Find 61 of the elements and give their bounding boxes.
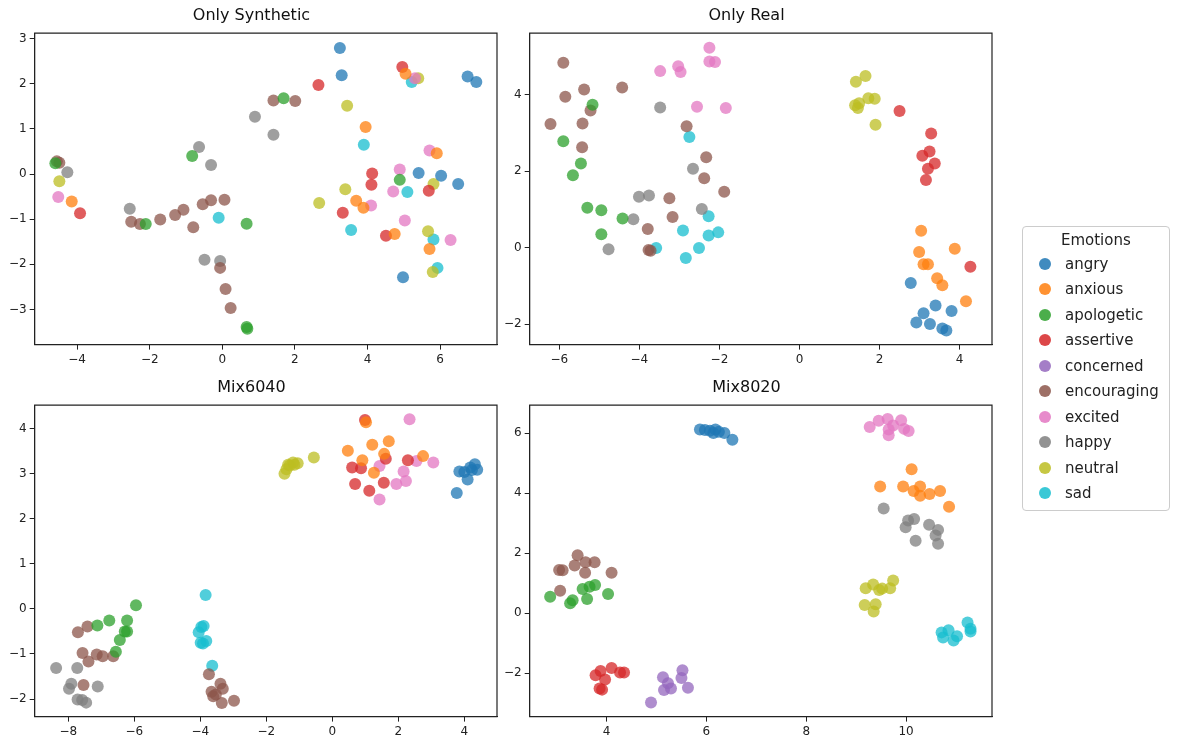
legend-label: excited <box>1065 407 1120 426</box>
legend-label: concerned <box>1065 356 1144 375</box>
x-tick-label: −6 <box>550 351 569 366</box>
y-tick-label: 4 <box>19 420 27 435</box>
y-tick-label: 3 <box>19 30 27 45</box>
legend-label: neutral <box>1065 458 1119 477</box>
y-tick-label: 1 <box>19 121 27 135</box>
y-tick-label: 6 <box>514 425 522 440</box>
y-tick-label: 1 <box>19 555 27 570</box>
y-tick-label: 0 <box>514 605 522 620</box>
chart-title: Mix6040 <box>217 376 286 396</box>
y-tick-label: 4 <box>514 86 522 101</box>
y-tick-label: 2 <box>19 75 27 90</box>
x-tick-label: 6 <box>702 723 711 738</box>
legend-label: sad <box>1065 484 1092 503</box>
x-tick-label: 0 <box>328 723 337 738</box>
y-tick-label: 2 <box>19 510 27 525</box>
x-tick-label: −2 <box>257 723 276 738</box>
x-tick-label: 4 <box>363 351 372 366</box>
y-tick-label: −2 <box>8 256 27 271</box>
legend-label: apologetic <box>1065 305 1144 324</box>
x-tick-label: −4 <box>191 723 210 738</box>
legend-label: encouraging <box>1065 382 1159 401</box>
x-tick-label: 2 <box>394 723 403 738</box>
x-tick-label: −8 <box>59 723 78 738</box>
y-tick-label: −1 <box>8 646 27 661</box>
chart-title: Only Real <box>708 4 785 24</box>
legend-label: anxious <box>1065 280 1124 299</box>
y-tick-label: −2 <box>8 691 27 706</box>
y-tick-label: −3 <box>8 301 27 316</box>
x-tick-label: 6 <box>436 351 444 366</box>
y-tick-label: 2 <box>514 163 522 178</box>
y-tick-label: 4 <box>514 485 522 500</box>
x-tick-label: −2 <box>710 351 729 366</box>
chart-title: Only Synthetic <box>192 4 311 24</box>
y-tick-label: 0 <box>19 601 27 616</box>
chart-title: Mix8020 <box>712 376 781 396</box>
x-tick-label: 10 <box>898 723 914 738</box>
x-tick-label: 4 <box>602 723 611 738</box>
legend-label: angry <box>1065 254 1109 273</box>
y-tick-label: −2 <box>503 665 522 680</box>
x-tick-label: −6 <box>125 723 144 738</box>
x-tick-label: 8 <box>802 723 811 738</box>
x-tick-label: 4 <box>955 351 964 366</box>
y-tick-label: −1 <box>8 211 27 226</box>
y-tick-label: 0 <box>514 239 522 254</box>
x-tick-label: 2 <box>291 351 299 366</box>
legend-label: happy <box>1065 433 1112 452</box>
x-tick-label: −2 <box>140 351 159 366</box>
y-tick-label: −2 <box>503 316 522 331</box>
x-tick-label: 0 <box>218 351 227 366</box>
x-tick-label: −4 <box>630 351 649 366</box>
x-tick-label: 4 <box>460 723 469 738</box>
y-tick-label: 3 <box>19 465 27 480</box>
legend-label: assertive <box>1065 331 1134 350</box>
x-tick-label: 2 <box>875 351 884 366</box>
x-tick-label: 0 <box>795 351 804 366</box>
y-tick-label: 2 <box>514 545 522 560</box>
legend-title: Emotions <box>1059 231 1132 249</box>
y-tick-label: 0 <box>19 166 27 181</box>
x-tick-label: −4 <box>68 351 86 366</box>
